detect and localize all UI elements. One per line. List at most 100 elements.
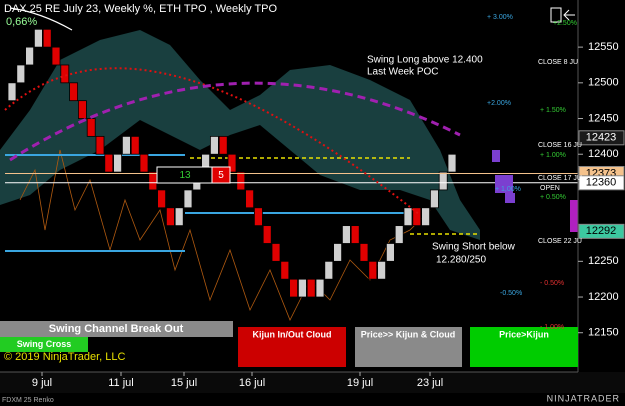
brick <box>429 189 439 209</box>
brick <box>69 82 78 102</box>
session-label: CLOSE 22 JU <box>538 238 582 245</box>
percent-level: + 3.00% <box>487 14 513 21</box>
y-tick-label: 12550 <box>588 41 619 53</box>
brick <box>130 135 140 155</box>
price-marker <box>578 175 625 191</box>
change: 0,66% <box>6 16 37 28</box>
panel <box>470 327 578 367</box>
brick <box>333 243 343 262</box>
brick <box>421 207 431 227</box>
brick <box>78 100 87 119</box>
brick <box>245 189 255 209</box>
annotation: Swing Long above 12.400 <box>367 55 483 66</box>
y-tick-label: 12200 <box>588 291 619 303</box>
brick <box>315 278 325 298</box>
y-tick-label: 12500 <box>588 77 619 89</box>
percent-level: + 1.50% <box>540 107 566 114</box>
profile <box>505 193 515 203</box>
price-marker-label: 12292 <box>586 225 617 237</box>
bricks <box>5 28 578 298</box>
brick <box>25 46 35 66</box>
panel <box>0 337 88 352</box>
brick <box>368 260 378 280</box>
price-marker-label: 12360 <box>586 177 617 189</box>
brick <box>403 207 413 227</box>
copyright: © 2019 NinjaTrader, LLC <box>4 351 125 363</box>
x-tick-label: 23 jul <box>417 377 443 389</box>
percent-level: +2.00% <box>487 100 511 107</box>
icon[interactable] <box>550 7 562 23</box>
brick <box>297 278 307 298</box>
x-tick-label: 9 jul <box>32 377 52 389</box>
time-axis <box>0 372 625 393</box>
y-tick-label: 12400 <box>588 148 619 160</box>
x-tick-label: 11 jul <box>108 377 133 389</box>
brick <box>104 153 114 173</box>
brick <box>86 118 96 137</box>
panel-label: Swing Cross <box>17 339 72 349</box>
brick <box>280 260 290 280</box>
brick <box>412 207 422 227</box>
brick <box>306 278 316 298</box>
brick <box>341 225 351 244</box>
annotation: Swing Short below <box>432 242 516 253</box>
brick <box>42 28 52 48</box>
price-axis <box>578 0 625 393</box>
panel <box>0 321 233 337</box>
brick <box>218 135 228 155</box>
profile <box>492 150 500 162</box>
brick <box>165 207 175 227</box>
profile <box>495 175 513 193</box>
brick <box>174 207 184 227</box>
counter-box <box>211 166 231 184</box>
brick <box>289 278 299 298</box>
percent-level: +2.50% <box>553 20 577 27</box>
x-tick-label: 15 jul <box>171 377 197 389</box>
percent-level: + 1,00% <box>495 186 521 193</box>
brick <box>324 260 334 280</box>
session-label: CLOSE 8 JU <box>538 59 578 66</box>
brick <box>60 64 70 84</box>
brick <box>34 28 43 48</box>
profile <box>570 200 578 232</box>
icon[interactable] <box>563 9 575 21</box>
white-curve <box>9 7 73 31</box>
axis: 12150 12200 12250 12400 12450 12500 12550 12423… <box>578 41 625 339</box>
brick <box>236 171 246 191</box>
panel-label: Swing Channel Break Out <box>49 323 184 335</box>
brick <box>113 153 122 173</box>
price-marker <box>578 223 625 239</box>
annotation: 12.280/250 <box>436 255 486 266</box>
brick <box>271 243 281 262</box>
brick <box>359 243 369 262</box>
percent-level: - 1.00% <box>540 324 564 331</box>
brick <box>95 135 105 155</box>
instrument: FDXM 25 Renko <box>2 397 54 404</box>
panel <box>355 327 462 367</box>
price-marker <box>578 130 625 146</box>
panel-label: Price>> Kijun & Cloud <box>361 329 456 339</box>
brick <box>122 135 131 155</box>
annotation: Last Week POC <box>367 67 439 78</box>
y-tick-label: 12450 <box>588 112 619 124</box>
brick <box>447 153 457 173</box>
brick <box>262 225 272 244</box>
price-marker-label: 12423 <box>586 132 617 144</box>
panel <box>238 327 346 367</box>
x-tick-label: 16 jul <box>239 377 265 389</box>
percent-level: - 0.50% <box>540 280 564 287</box>
brick <box>438 171 448 191</box>
percent-level: + 0.50% <box>540 194 566 201</box>
indicator-line <box>19 149 431 321</box>
brick <box>7 82 17 102</box>
brick <box>209 135 219 155</box>
session-label: CLOSE 16 JU <box>538 142 582 149</box>
panel-label: Kijun In/Out Cloud <box>253 329 332 339</box>
percent-level: + 1.00% <box>540 152 566 159</box>
purple-curve <box>9 81 461 162</box>
y-tick-label: 12250 <box>588 255 619 267</box>
brick <box>227 153 237 173</box>
y-tick-label: 12150 <box>588 327 619 339</box>
title: DAX 25 RE July 23, Weekly %, ETH TPO , W… <box>4 3 277 15</box>
